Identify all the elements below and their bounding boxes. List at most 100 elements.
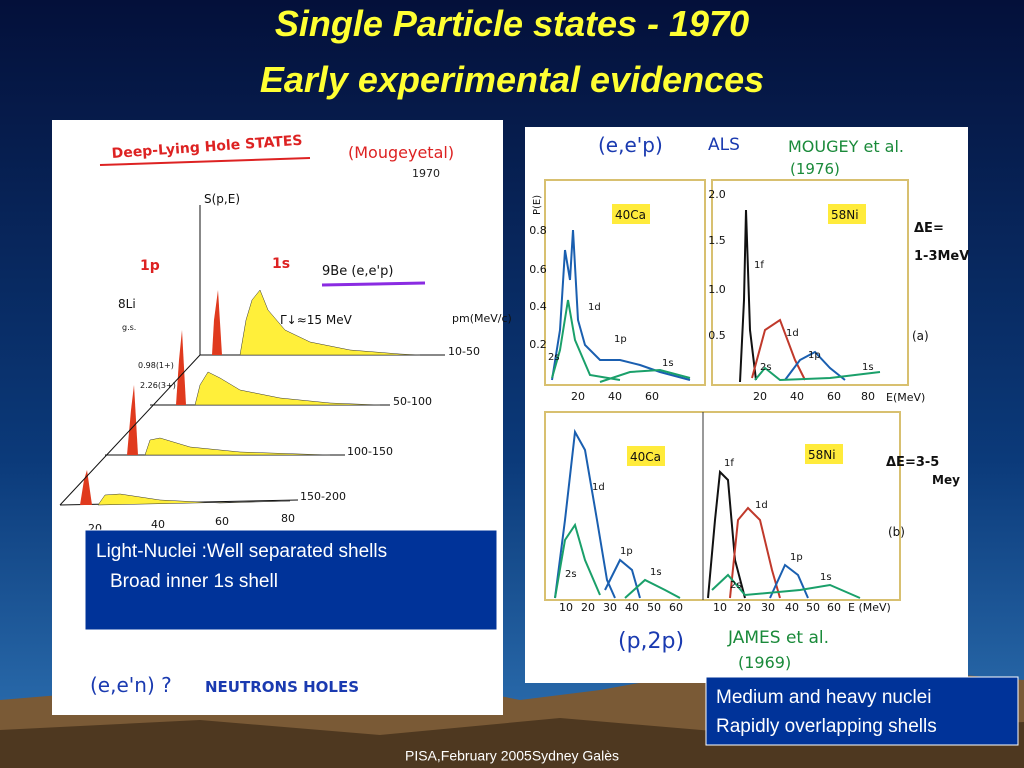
y-axis-label: S(p,E) — [204, 192, 240, 206]
tick-label: 2.0 — [708, 188, 726, 201]
callout-text: Broad inner 1s shell — [110, 571, 278, 592]
curve-label: 1p — [790, 552, 803, 563]
tick-label: 60 — [669, 601, 683, 614]
curve — [754, 366, 881, 382]
title-line: Early experimental evidences — [260, 59, 764, 100]
callout-box — [84, 529, 498, 631]
curve-label: 1f — [754, 260, 764, 271]
row: 50-100 — [150, 330, 432, 408]
curve-label: 2s — [548, 352, 560, 363]
peak — [212, 290, 222, 355]
tick-label: 0.2 — [529, 338, 547, 351]
tick-label: 20 — [753, 390, 767, 403]
tick-label: 20 — [571, 390, 585, 403]
curve — [729, 506, 781, 599]
peak — [80, 470, 92, 505]
underline — [99, 157, 311, 166]
mountains-front — [0, 718, 1024, 768]
x-axis-label: E(MeV) — [886, 391, 925, 404]
curve — [551, 299, 621, 381]
curve — [554, 428, 616, 599]
nucleus: 40Ca — [615, 208, 646, 222]
panel-label: (a) — [912, 329, 929, 343]
curve — [551, 229, 691, 381]
curve — [784, 350, 846, 381]
row: 150-200 — [59, 470, 346, 506]
row-label: 150-200 — [300, 490, 346, 503]
tick-label: 10 — [559, 601, 573, 614]
tick-label: 60 — [827, 601, 841, 614]
tick-label: 30 — [761, 601, 775, 614]
panel-frame — [711, 179, 909, 386]
hump — [97, 493, 291, 506]
neutron-reaction: (e,e'n) ? — [90, 673, 172, 697]
nucleus: 58Ni — [808, 448, 836, 462]
curve-label: 1s — [650, 567, 662, 578]
curve-label: 1f — [724, 458, 734, 469]
tick-label: 0.4 — [529, 300, 547, 313]
left-plot: Deep-Lying Hole STATES (Mougeyetal) 1970… — [59, 133, 512, 697]
tick-label: 40 — [151, 518, 165, 531]
year: (1969) — [738, 653, 791, 672]
tick-label: 30 — [603, 601, 617, 614]
tick-label: 40 — [790, 390, 804, 403]
resolution: ΔE=3-5 — [886, 455, 939, 470]
tick-label: 80 — [861, 390, 875, 403]
reference: (Mougeyetal) — [348, 143, 454, 162]
hump — [144, 437, 331, 456]
panel-label: (b) — [888, 525, 905, 539]
curve — [624, 578, 681, 599]
right-plot: (e,e'p) ALS MOUGEY et al. (1976) P(E) 0.… — [529, 133, 969, 672]
title-line: Single Particle states - 1970 — [275, 3, 749, 44]
curve-label: 1p — [614, 334, 627, 345]
tick-label: 20 — [581, 601, 595, 614]
lab: ALS — [708, 135, 740, 155]
peak — [127, 385, 138, 455]
curve — [554, 522, 601, 599]
tick-label: 1.5 — [708, 234, 726, 247]
tick-label: 40 — [625, 601, 639, 614]
curve — [739, 209, 757, 383]
tick-label: 40 — [608, 390, 622, 403]
level-label: g.s. — [122, 323, 136, 332]
peak-label: 1s — [272, 256, 290, 272]
label-box — [828, 204, 866, 224]
tick-label: 0.8 — [529, 224, 547, 237]
label-box — [805, 444, 843, 464]
resolution: 1-3MeV — [914, 249, 969, 264]
nucleus: 40Ca — [630, 450, 661, 464]
hump — [194, 371, 381, 406]
resolution: Mey — [932, 473, 960, 487]
reaction: (p,2p) — [618, 629, 684, 654]
curve-label: 1d — [588, 302, 601, 313]
reaction: 9Be (e,e'p) — [322, 264, 393, 279]
underline — [321, 281, 426, 287]
curve — [769, 563, 809, 599]
row-label: 50-100 — [393, 395, 432, 408]
row: 10-50 — [200, 289, 480, 358]
tick-label: 60 — [645, 390, 659, 403]
tick-label: 1.0 — [708, 283, 726, 296]
reference: JAMES et al. — [727, 628, 829, 648]
curve — [707, 469, 746, 599]
tick-label: 10 — [713, 601, 727, 614]
nucleus: 58Ni — [831, 208, 859, 222]
pm-axis-label: pm(MeV/c) — [452, 312, 512, 325]
tick-label: 80 — [281, 512, 295, 525]
y-axis-label: P(E) — [532, 195, 543, 215]
callout-text: Rapidly overlapping shells — [716, 716, 937, 737]
level-label: 2.26(3+) — [140, 381, 176, 390]
curve-label: 1p — [620, 546, 633, 557]
axis — [59, 354, 201, 506]
curve-label: 2s — [760, 362, 772, 373]
callout-text: Light-Nuclei :Well separated shells — [96, 541, 387, 562]
year: 1970 — [412, 167, 440, 180]
curve-label: 1d — [786, 328, 799, 339]
curve-label: 2s — [730, 580, 742, 591]
level-label: 0.98(1+) — [138, 361, 174, 370]
tick-label: 50 — [806, 601, 820, 614]
curve-label: 1d — [755, 500, 768, 511]
tick-label: 40 — [785, 601, 799, 614]
